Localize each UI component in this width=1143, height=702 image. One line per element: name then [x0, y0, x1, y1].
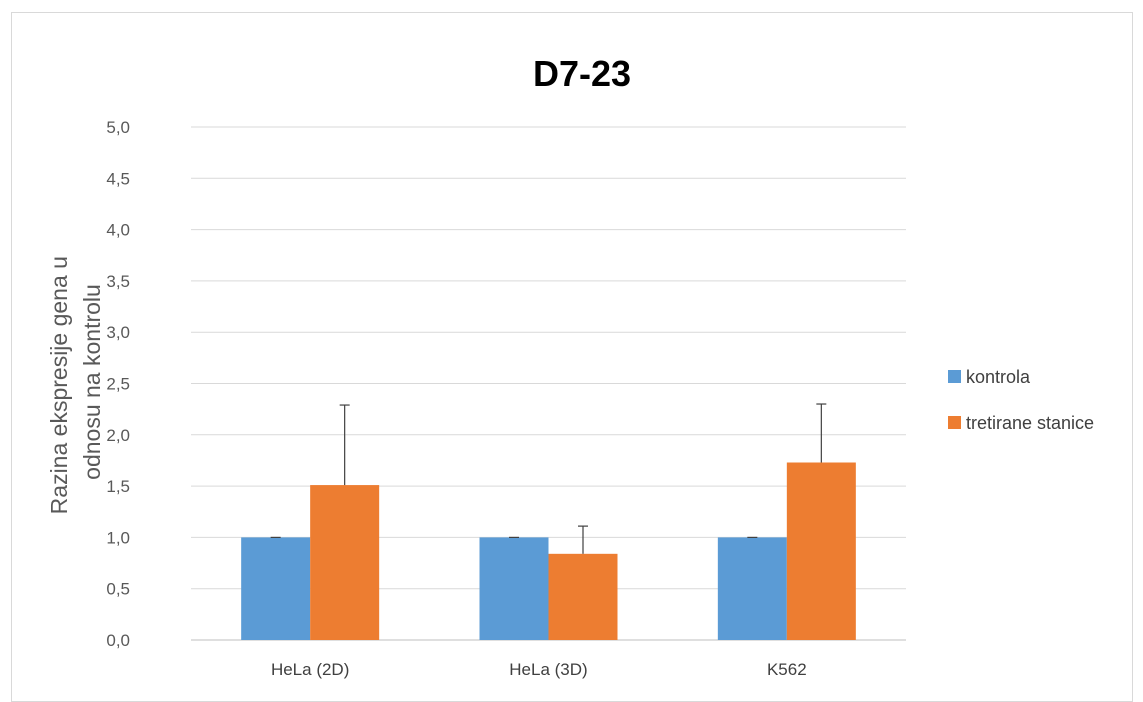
error-bars — [270, 403, 827, 554]
y-tick-label: 1,5 — [106, 477, 130, 496]
y-tick-label: 4,0 — [106, 221, 130, 240]
x-tick-label: HeLa (3D) — [509, 660, 587, 679]
bar-tretirane-stanice-2 — [786, 462, 856, 640]
bar-kontrola-2 — [717, 537, 787, 640]
y-axis-ticks: 0,0 0,5 1,0 1,5 2,0 2,5 3,0 3,5 4,0 4,5 5,0 — [106, 118, 130, 650]
legend: kontrola tretirane stanice — [948, 367, 1094, 433]
y-tick-label: 4,5 — [106, 169, 130, 188]
bar-kontrola-1 — [479, 537, 549, 640]
y-tick-label: 2,5 — [106, 375, 130, 394]
legend-label-tretirane-stanice: tretirane stanice — [966, 413, 1094, 433]
y-tick-label: 0,0 — [106, 631, 130, 650]
chart-title: D7-23 — [533, 53, 631, 94]
y-axis-label: Razina ekspresije gena u odnosu na kontr… — [46, 250, 105, 515]
y-axis-label-line-1: Razina ekspresije gena u — [46, 256, 72, 514]
y-axis-label-line-2: odnosu na kontrolu — [79, 284, 105, 480]
legend-swatch-tretirane-stanice — [948, 416, 961, 429]
y-tick-label: 2,0 — [106, 426, 130, 445]
y-tick-label: 0,5 — [106, 580, 130, 599]
y-tick-label: 5,0 — [106, 118, 130, 137]
bar-tretirane-stanice-1 — [548, 553, 618, 640]
x-tick-label: K562 — [767, 660, 807, 679]
y-tick-label: 1,0 — [106, 528, 130, 547]
bars — [241, 462, 856, 640]
legend-swatch-kontrola — [948, 370, 961, 383]
y-tick-label: 3,0 — [106, 323, 130, 342]
bar-tretirane-stanice-0 — [310, 485, 380, 640]
y-tick-label: 3,5 — [106, 272, 130, 291]
legend-label-kontrola: kontrola — [966, 367, 1031, 387]
x-tick-label: HeLa (2D) — [271, 660, 349, 679]
bar-kontrola-0 — [241, 537, 311, 640]
x-axis-ticks: HeLa (2D) HeLa (3D) K562 — [271, 660, 807, 679]
